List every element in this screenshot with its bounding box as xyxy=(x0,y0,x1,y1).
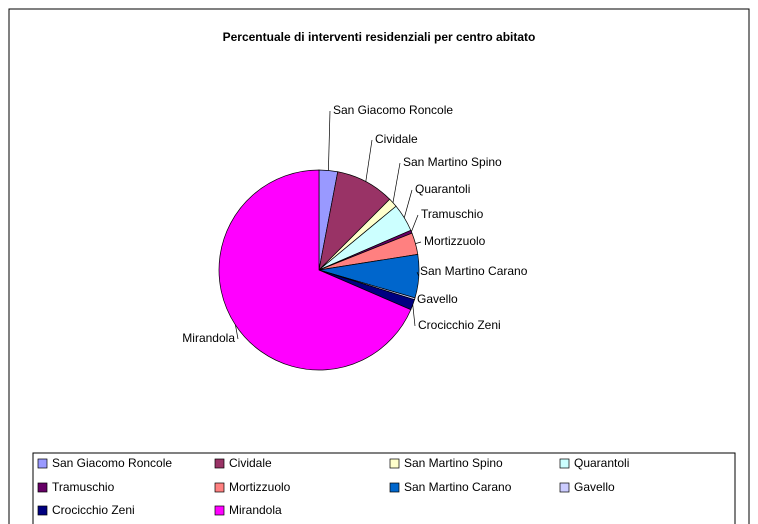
legend-label: Gavello xyxy=(574,480,615,494)
slice-label: Mortizzuolo xyxy=(424,234,486,248)
legend-swatch xyxy=(389,482,400,493)
pie-slice xyxy=(218,169,412,371)
legend-label: San Martino Spino xyxy=(404,456,503,470)
leader-line xyxy=(328,110,331,171)
legend-label: San Martino Carano xyxy=(404,480,512,494)
slice-label: San Martino Carano xyxy=(420,264,528,278)
leader-line xyxy=(365,139,373,182)
leader-line xyxy=(412,304,416,327)
leader-line xyxy=(392,162,401,203)
legend-label: Tramuschio xyxy=(52,480,115,494)
slice-label: Cividale xyxy=(375,132,418,146)
legend-swatch xyxy=(37,482,48,493)
leader-line xyxy=(235,324,239,340)
legend-swatch xyxy=(37,505,48,516)
slice-label: San Giacomo Roncole xyxy=(333,103,453,117)
slice-label: Tramuschio xyxy=(421,207,484,221)
legend-box xyxy=(32,452,736,524)
leader-line xyxy=(415,241,422,244)
legend-label: Mirandola xyxy=(229,503,282,517)
legend-label: San Giacomo Roncole xyxy=(52,456,172,470)
leader-line xyxy=(411,214,419,232)
legend-swatch xyxy=(214,458,225,469)
legend-swatch xyxy=(559,482,570,493)
legend-label: Quarantoli xyxy=(574,456,629,470)
leader-line xyxy=(403,189,413,218)
legend-label: Crocicchio Zeni xyxy=(52,503,135,517)
slice-label: Quarantoli xyxy=(415,182,470,196)
legend-swatch xyxy=(37,458,48,469)
slice-label: San Martino Spino xyxy=(403,155,502,169)
legend-label: Cividale xyxy=(229,456,272,470)
legend-label: Mortizzuolo xyxy=(229,480,291,494)
legend-swatch xyxy=(214,505,225,516)
chart-title: Percentuale di interventi residenziali p… xyxy=(223,30,536,44)
slice-label: Gavello xyxy=(417,292,458,306)
legend-swatch xyxy=(389,458,400,469)
legend-swatch xyxy=(559,458,570,469)
legend-swatch xyxy=(214,482,225,493)
leader-line xyxy=(416,271,420,277)
slice-label: Crocicchio Zeni xyxy=(418,318,501,332)
slice-label: Mirandola xyxy=(182,331,235,345)
